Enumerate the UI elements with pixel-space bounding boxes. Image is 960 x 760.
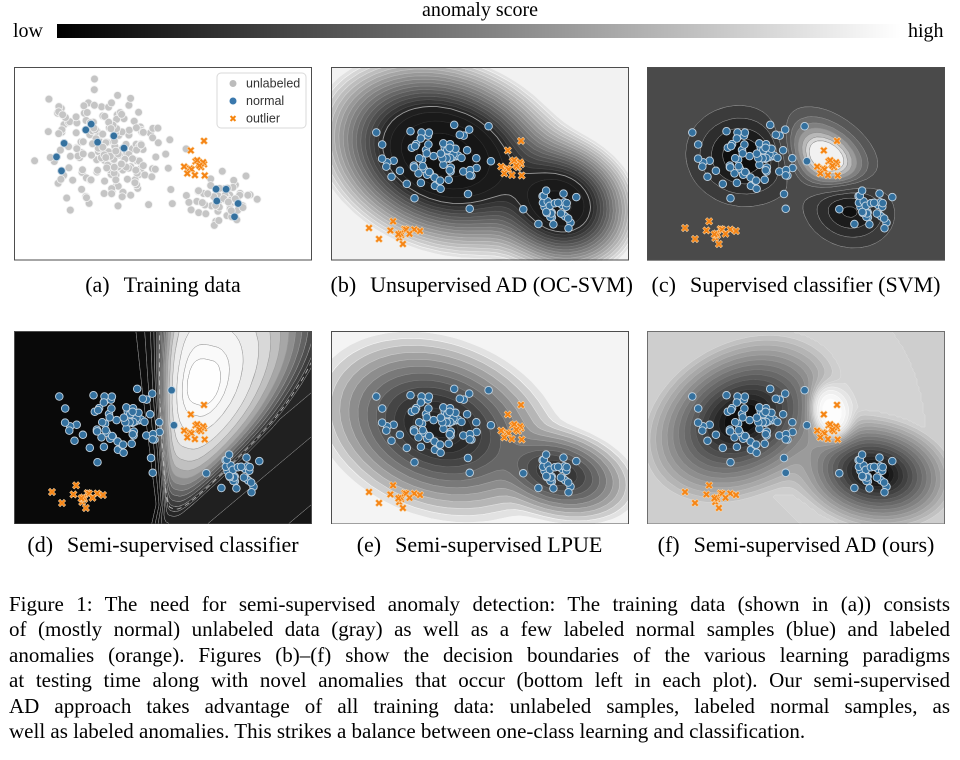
svg-text:unlabeled: unlabeled — [246, 77, 300, 91]
svg-text:outlier: outlier — [246, 112, 280, 126]
svg-text:normal: normal — [246, 94, 284, 108]
